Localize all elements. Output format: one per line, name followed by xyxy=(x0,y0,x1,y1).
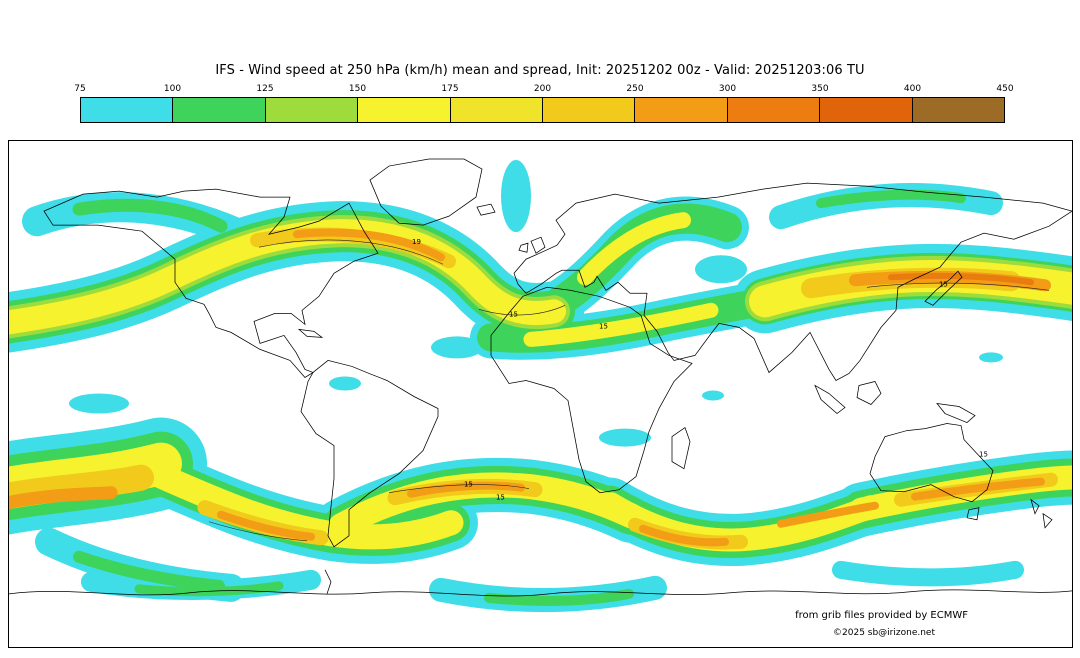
britain-coast xyxy=(530,236,546,254)
madagascar-coast xyxy=(671,426,691,470)
cuba-coast xyxy=(297,328,324,338)
australia-coast xyxy=(869,423,994,503)
colorbar-segment xyxy=(81,98,174,122)
colorbar-segment xyxy=(358,98,451,122)
north-america-coast xyxy=(43,188,379,378)
contour-label: 15 xyxy=(464,481,473,489)
japan-coast xyxy=(924,270,963,306)
colorbar: 75 100 125 150 175 200 250 300 350 400 4… xyxy=(74,84,1014,123)
colorbar-segment xyxy=(450,98,544,122)
colorbar-tick: 250 xyxy=(626,84,644,94)
colorbar-segment xyxy=(635,98,728,122)
colorbar-tick: 300 xyxy=(718,84,737,94)
credit-ecmwf: from grib files provided by ECMWF xyxy=(795,610,968,621)
colorbar-tick: 450 xyxy=(996,84,1014,94)
contour-labels: 19 15 15 15 15 15 15 xyxy=(412,238,988,502)
colorbar-segment xyxy=(912,98,1005,122)
coastlines xyxy=(9,158,1072,597)
colorbar-tick: 350 xyxy=(811,84,829,94)
colorbar-tick: 175 xyxy=(441,84,459,94)
tasmania-coast xyxy=(966,507,980,521)
greenland-coast xyxy=(369,158,483,226)
wind-speed-bands xyxy=(9,160,1072,613)
colorbar-segment xyxy=(543,98,636,122)
colorbar-tick: 100 xyxy=(163,84,182,94)
contour-label: 15 xyxy=(979,451,988,459)
antarctic-peninsula xyxy=(324,569,332,595)
world-map: 19 15 15 15 15 15 15 from grib files pro… xyxy=(8,140,1073,648)
south-america-coast xyxy=(300,360,439,548)
colorbar-tick: 200 xyxy=(533,84,552,94)
page-title: IFS - Wind speed at 250 hPa (km/h) mean … xyxy=(215,63,865,78)
ireland-coast xyxy=(518,242,529,253)
colorbar-segment xyxy=(173,98,266,122)
eurasia-coast xyxy=(513,182,1072,381)
new-zealand-south-coast xyxy=(1042,512,1053,529)
borneo-coast xyxy=(856,381,882,405)
colorbar-gradient xyxy=(80,97,1005,123)
spread-contours xyxy=(208,239,1050,542)
colorbar-tick: 125 xyxy=(256,84,274,94)
contour-label: 19 xyxy=(412,238,421,246)
colorbar-tick: 400 xyxy=(903,84,922,94)
contour-label: 15 xyxy=(509,310,518,318)
wind-map-svg: 19 15 15 15 15 15 15 xyxy=(9,158,1072,613)
colorbar-ticks: 75 100 125 150 175 200 250 300 350 400 4… xyxy=(74,84,1013,97)
contour-label: 15 xyxy=(599,322,608,330)
africa-coast xyxy=(490,286,693,494)
antarctica-coast xyxy=(9,589,1072,597)
iceland-coast xyxy=(476,203,496,216)
colorbar-segment xyxy=(727,98,821,122)
contour-label: 15 xyxy=(496,494,505,502)
colorbar-segment xyxy=(265,98,359,122)
colorbar-tick: 150 xyxy=(348,84,367,94)
colorbar-tick: 75 xyxy=(74,84,86,94)
colorbar-segment xyxy=(820,98,913,122)
credit-copyright: ©2025 sb@irizone.net xyxy=(833,628,935,638)
sumatra-coast xyxy=(814,384,846,415)
new-guinea-coast xyxy=(936,403,976,423)
new-zealand-north-coast xyxy=(1030,498,1040,515)
contour-label: 15 xyxy=(939,280,948,288)
